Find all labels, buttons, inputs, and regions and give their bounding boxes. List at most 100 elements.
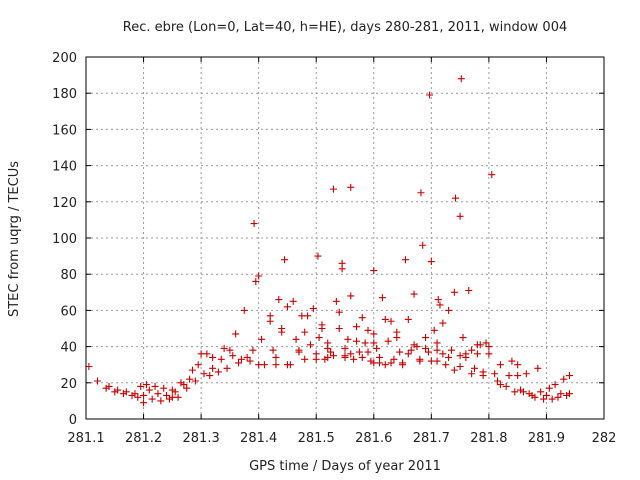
data-point [275,296,283,304]
data-point [565,372,573,380]
y-axis-label: STEC from uqrg / TECUs [7,161,22,317]
y-tick-label: 120 [52,196,77,211]
data-point [134,393,142,401]
data-point [341,344,349,352]
data-point [433,357,441,365]
data-point [548,395,556,403]
data-point [436,301,444,309]
data-point [171,388,179,396]
data-point [272,353,280,361]
x-tick-label: 281.8 [470,431,507,446]
data-point [209,353,217,361]
data-point [565,390,573,398]
data-point [255,361,263,369]
data-point [157,397,165,405]
data-point [301,328,309,336]
data-point [269,346,277,354]
data-point [168,393,176,401]
data-point [445,353,453,361]
y-tick-label: 100 [52,232,77,247]
data-point [456,352,464,360]
data-point [505,372,513,380]
data-point [347,350,355,358]
y-tick-label: 200 [52,51,77,66]
data-point [456,212,464,220]
data-point [163,391,171,399]
data-point [370,359,378,367]
data-point [387,359,395,367]
data-point [232,330,240,338]
data-point [180,381,188,389]
data-point [131,390,139,398]
data-point [450,366,458,374]
data-point [252,277,260,285]
data-point [203,350,211,358]
data-point [306,341,314,349]
x-tick-label: 281.6 [355,431,392,446]
data-point [105,382,113,390]
data-point [266,317,274,325]
plot-frame [85,56,605,420]
data-point [373,344,381,352]
data-point [350,355,358,363]
data-point [557,390,565,398]
data-point [537,388,545,396]
data-point [531,393,539,401]
data-point [468,346,476,354]
data-point [422,344,430,352]
data-point [295,348,303,356]
data-point [465,286,473,294]
data-point [551,381,559,389]
y-tick-label: 20 [60,377,77,392]
data-point [479,368,487,376]
chart-title: Rec. ebre (Lon=0, Lat=40, h=HE), days 28… [123,20,567,35]
data-point [292,335,300,343]
x-tick-label: 282 [592,431,617,446]
data-point [433,339,441,347]
data-point [114,386,122,394]
data-point [85,363,93,371]
data-point [188,366,196,374]
grid-lines [85,56,605,420]
data-point [249,346,257,354]
data-point [329,185,337,193]
data-point [456,363,464,371]
y-tick-label: 160 [52,123,77,138]
data-point [445,306,453,314]
y-tick-label: 80 [60,268,77,283]
data-point [200,370,208,378]
data-point [122,388,130,396]
x-tick-labels: 281.1 281.2 281.3 281.4 281.5 281.6 281.7 281.8… [67,431,616,446]
y-tick-label: 60 [60,304,77,319]
data-point [332,297,340,305]
data-point [191,377,199,385]
data-point [186,375,194,383]
data-point [459,334,467,342]
data-point [496,361,504,369]
data-point [417,189,425,197]
data-point [94,377,102,385]
data-point [439,350,447,358]
x-tick-label: 281.5 [298,431,335,446]
data-point [183,384,191,392]
data-point [226,346,234,354]
data-point [214,368,222,376]
x-tick-label: 281.3 [183,431,220,446]
data-point [410,290,418,298]
data-point [289,297,297,305]
data-point [430,326,438,334]
data-point [381,361,389,369]
data-point [358,353,366,361]
data-point [471,364,478,372]
x-tick-label: 281.2 [125,431,162,446]
data-point [502,382,510,390]
data-point [318,325,326,332]
data-point [393,334,401,342]
data-point [434,296,442,304]
data-point [140,391,148,399]
data-point [482,339,490,347]
data-point [370,330,378,338]
data-point [416,355,424,363]
data-point [401,256,409,264]
